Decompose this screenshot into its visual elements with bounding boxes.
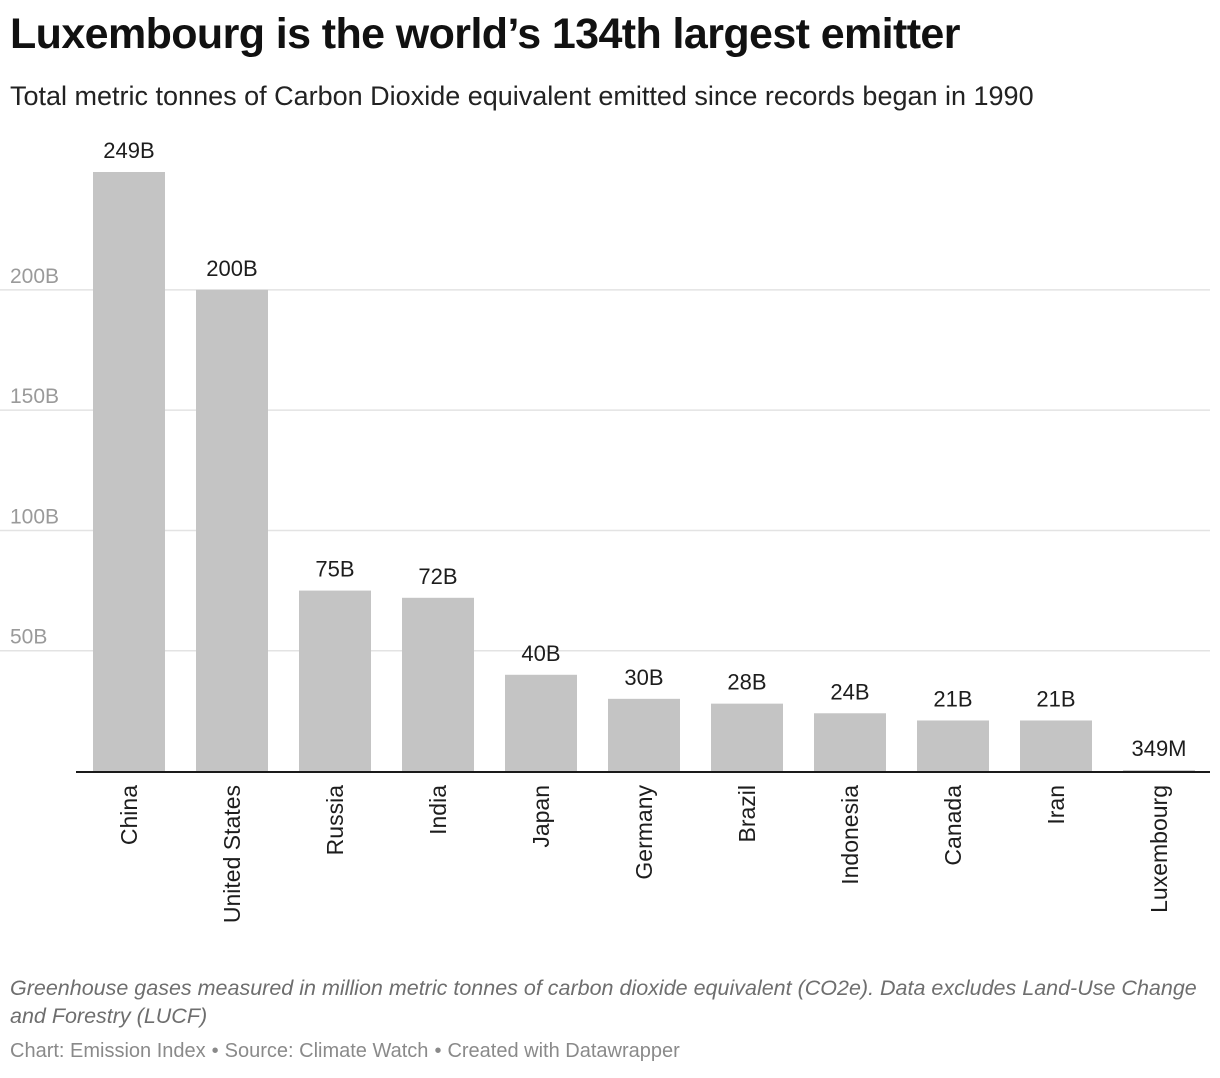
bar	[1020, 720, 1092, 771]
category-label: Russia	[322, 785, 348, 856]
bar	[917, 720, 989, 771]
bar	[402, 597, 474, 771]
bar	[711, 703, 783, 771]
category-label: Germany	[631, 785, 657, 880]
bar	[505, 674, 577, 771]
y-tick-label: 200B	[10, 265, 59, 288]
bar	[608, 698, 680, 771]
category-label: China	[116, 785, 142, 845]
bar	[814, 713, 886, 771]
data-label: 75B	[315, 557, 354, 582]
credit-separator: •	[434, 1040, 442, 1062]
data-label: 349M	[1131, 736, 1186, 761]
data-label: 72B	[418, 564, 457, 589]
chart-credits: Chart: Emission Index • Source: Climate Wa…	[10, 1040, 680, 1063]
data-label: 28B	[727, 670, 766, 695]
category-label: Japan	[528, 785, 554, 848]
category-label: Brazil	[734, 785, 760, 843]
chart-title: Luxembourg is the world’s 134th largest …	[10, 10, 960, 58]
data-label: 40B	[521, 641, 560, 666]
data-label: 21B	[1036, 686, 1075, 711]
category-label: Iran	[1043, 785, 1069, 825]
bar	[93, 172, 165, 771]
category-label: Indonesia	[837, 785, 863, 885]
y-tick-label: 150B	[10, 385, 59, 408]
credit-chart: Chart: Emission Index	[10, 1040, 206, 1062]
bar-chart: 50B 100B 150B 200B 249B China 200B United State…	[0, 138, 1210, 923]
chart-note: Greenhouse gases measured in million met…	[10, 976, 1197, 1028]
chart-subtitle: Total metric tonnes of Carbon Dioxide eq…	[10, 81, 1034, 111]
bar	[1123, 770, 1195, 771]
bar	[299, 590, 371, 771]
data-label: 21B	[933, 686, 972, 711]
data-label: 24B	[830, 679, 869, 704]
data-label: 30B	[624, 665, 663, 690]
category-label: Canada	[940, 785, 966, 866]
category-label: India	[425, 785, 451, 835]
data-label: 200B	[206, 256, 257, 281]
data-label: 249B	[103, 138, 154, 163]
y-tick-label: 100B	[10, 505, 59, 528]
y-tick-label: 50B	[10, 626, 47, 649]
credit-created: Created with Datawrapper	[447, 1040, 680, 1062]
credit-separator: •	[211, 1040, 219, 1062]
category-label: United States	[219, 785, 245, 923]
credit-source: Source: Climate Watch	[224, 1040, 429, 1062]
category-label: Luxembourg	[1146, 785, 1172, 913]
bar	[196, 289, 268, 771]
